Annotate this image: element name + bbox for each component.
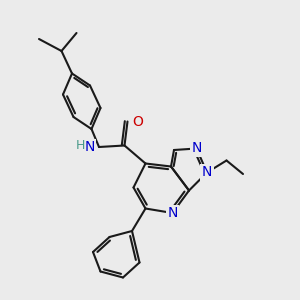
Text: N: N bbox=[191, 142, 202, 155]
Text: O: O bbox=[132, 115, 143, 128]
Text: N: N bbox=[167, 206, 178, 220]
Text: N: N bbox=[84, 140, 94, 154]
Text: N: N bbox=[202, 166, 212, 179]
Text: H: H bbox=[76, 139, 85, 152]
